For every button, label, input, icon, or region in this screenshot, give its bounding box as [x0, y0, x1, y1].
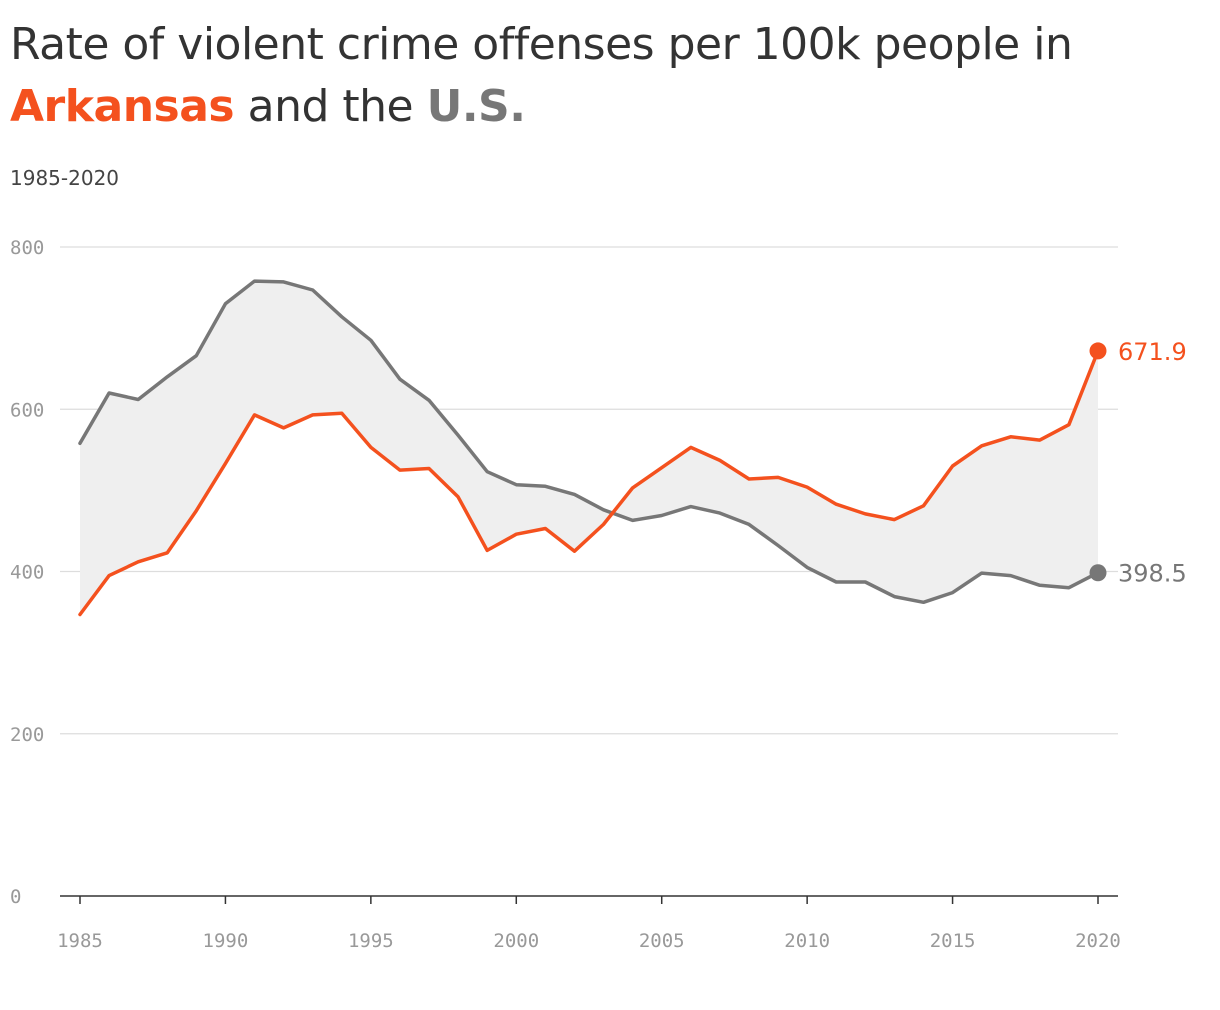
axes: 0 200 400 600 800 1985 1990 1995 2000 2005 2010 201… [10, 237, 1121, 952]
chart-title: Rate of violent crime offenses per 100k … [10, 14, 1210, 138]
gap-fill-area [80, 281, 1098, 615]
x-tick-label-2015: 2015 [930, 930, 976, 952]
title-highlight-us: U.S. [426, 81, 526, 132]
end-label-us: 398.5 [1118, 560, 1187, 588]
x-tick-label-2020: 2020 [1075, 930, 1121, 952]
x-tick-label-2010: 2010 [784, 930, 830, 952]
x-tick-label-1990: 1990 [203, 930, 249, 952]
y-tick-label-0: 0 [10, 886, 21, 908]
y-tick-label-400: 400 [10, 562, 44, 584]
title-connector: and the [247, 81, 414, 132]
end-point-us [1089, 564, 1107, 582]
y-tick-label-600: 600 [10, 399, 44, 421]
title-line1: Rate of violent crime offenses per 100k … [10, 19, 1073, 70]
x-tick-label-2005: 2005 [639, 930, 685, 952]
end-labels: 398.5 671.9 [1118, 338, 1187, 588]
series-line-arkansas [78, 349, 1100, 617]
x-tick-label-2000: 2000 [493, 930, 539, 952]
series-line-us [78, 279, 1100, 605]
y-tick-label-200: 200 [10, 724, 44, 746]
end-point-arkansas [1089, 342, 1107, 360]
y-tick-label-800: 800 [10, 237, 44, 259]
x-tick-label-1985: 1985 [57, 930, 103, 952]
series-lines [78, 279, 1107, 617]
chart-subtitle: 1985-2020 [10, 166, 120, 190]
end-label-arkansas: 671.9 [1118, 338, 1187, 366]
gap-area [80, 281, 1098, 615]
x-tick-label-1995: 1995 [348, 930, 394, 952]
title-highlight-arkansas: Arkansas [10, 81, 235, 132]
